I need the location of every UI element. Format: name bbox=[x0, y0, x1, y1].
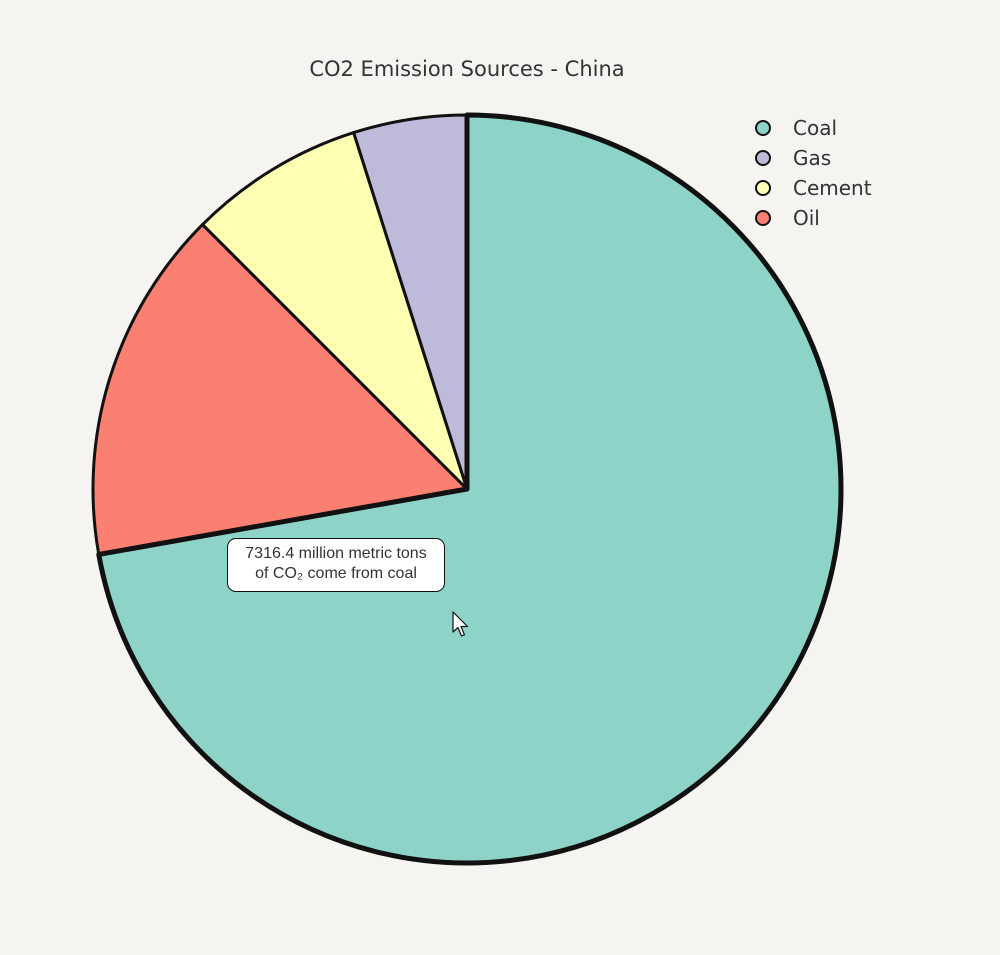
legend-swatch-gas bbox=[755, 150, 771, 166]
legend-swatch-coal bbox=[755, 120, 771, 136]
tooltip-line-2: of CO₂ come from coal bbox=[255, 565, 417, 582]
mouse-cursor-icon bbox=[452, 611, 469, 637]
legend-label-oil: Oil bbox=[793, 206, 820, 230]
pie-slice-oil[interactable] bbox=[91, 223, 469, 556]
legend-item-gas[interactable]: Gas bbox=[755, 143, 872, 173]
legend-label-coal: Coal bbox=[793, 116, 838, 140]
pie-slice-cement[interactable] bbox=[201, 131, 469, 491]
legend-label-cement: Cement bbox=[793, 176, 872, 200]
pie-slice-coal[interactable] bbox=[96, 112, 844, 866]
legend-swatch-cement bbox=[755, 180, 771, 196]
legend: Coal Gas Cement Oil bbox=[755, 113, 872, 233]
legend-swatch-oil bbox=[755, 210, 771, 226]
legend-item-coal[interactable]: Coal bbox=[755, 113, 872, 143]
legend-item-oil[interactable]: Oil bbox=[755, 203, 872, 233]
chart-title: CO2 Emission Sources - China bbox=[309, 57, 625, 81]
tooltip-line-1: 7316.4 million metric tons bbox=[245, 545, 427, 562]
tooltip: 7316.4 million metric tons of CO₂ come f… bbox=[227, 538, 445, 592]
legend-item-cement[interactable]: Cement bbox=[755, 173, 872, 203]
legend-label-gas: Gas bbox=[793, 146, 832, 170]
